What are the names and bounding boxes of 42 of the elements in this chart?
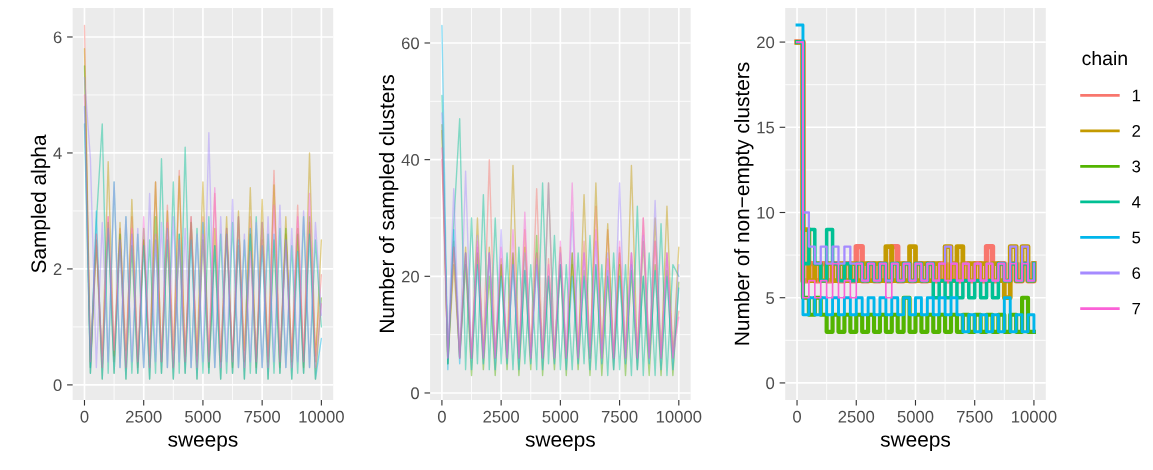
- x-tick-label: 0: [793, 410, 802, 423]
- y-tick-label: 20: [401, 270, 419, 283]
- x-tick-label: 5000: [185, 410, 221, 423]
- x-tick-label: 10000: [1012, 410, 1057, 423]
- x-axis-title: sweeps: [880, 435, 951, 451]
- y-tick-label: 2: [53, 263, 62, 275]
- y-tick-label: 0: [411, 387, 419, 400]
- y-tick-label: 20: [757, 36, 775, 49]
- legend-label: 6: [1132, 267, 1141, 279]
- y-tick-label: 0: [766, 377, 775, 390]
- x-tick-label: 7500: [957, 410, 993, 423]
- y-axis-title: Sampled alpha: [30, 134, 51, 273]
- legend-label: 2: [1132, 125, 1141, 137]
- y-axis-title: Number of sampled clusters: [378, 75, 399, 332]
- y-tick-label: 60: [401, 37, 419, 50]
- x-tick-label: 7500: [244, 410, 281, 423]
- y-axis-title: Number of non−empty clusters: [734, 62, 754, 345]
- x-tick-label: 2500: [483, 410, 520, 423]
- x-tick-label: 0: [437, 410, 446, 423]
- legend-label: 1: [1132, 89, 1141, 102]
- y-tick-label: 4: [53, 147, 62, 159]
- x-axis-title: sweeps: [168, 435, 238, 451]
- x-tick-label: 0: [80, 410, 89, 423]
- y-tick-label: 5: [766, 292, 775, 304]
- x-tick-label: 2500: [126, 410, 162, 423]
- x-axis-title: sweeps: [525, 435, 595, 451]
- x-tick-label: 5000: [897, 410, 934, 423]
- legend-label: 5: [1132, 231, 1141, 244]
- x-tick-label: 5000: [542, 410, 579, 423]
- x-tick-label: 10000: [299, 410, 344, 423]
- y-tick-label: 10: [757, 206, 775, 219]
- x-tick-label: 10000: [656, 410, 702, 423]
- y-tick-label: 40: [401, 154, 419, 166]
- y-tick-label: 0: [53, 379, 62, 392]
- legend-label: 3: [1132, 160, 1141, 173]
- y-tick-label: 15: [757, 121, 775, 134]
- y-tick-label: 6: [53, 31, 62, 44]
- legend-title: chain: [1082, 50, 1127, 66]
- legend-label: 4: [1132, 196, 1141, 208]
- x-tick-label: 7500: [601, 410, 638, 423]
- legend-label: 7: [1132, 302, 1141, 315]
- x-tick-label: 2500: [838, 410, 875, 423]
